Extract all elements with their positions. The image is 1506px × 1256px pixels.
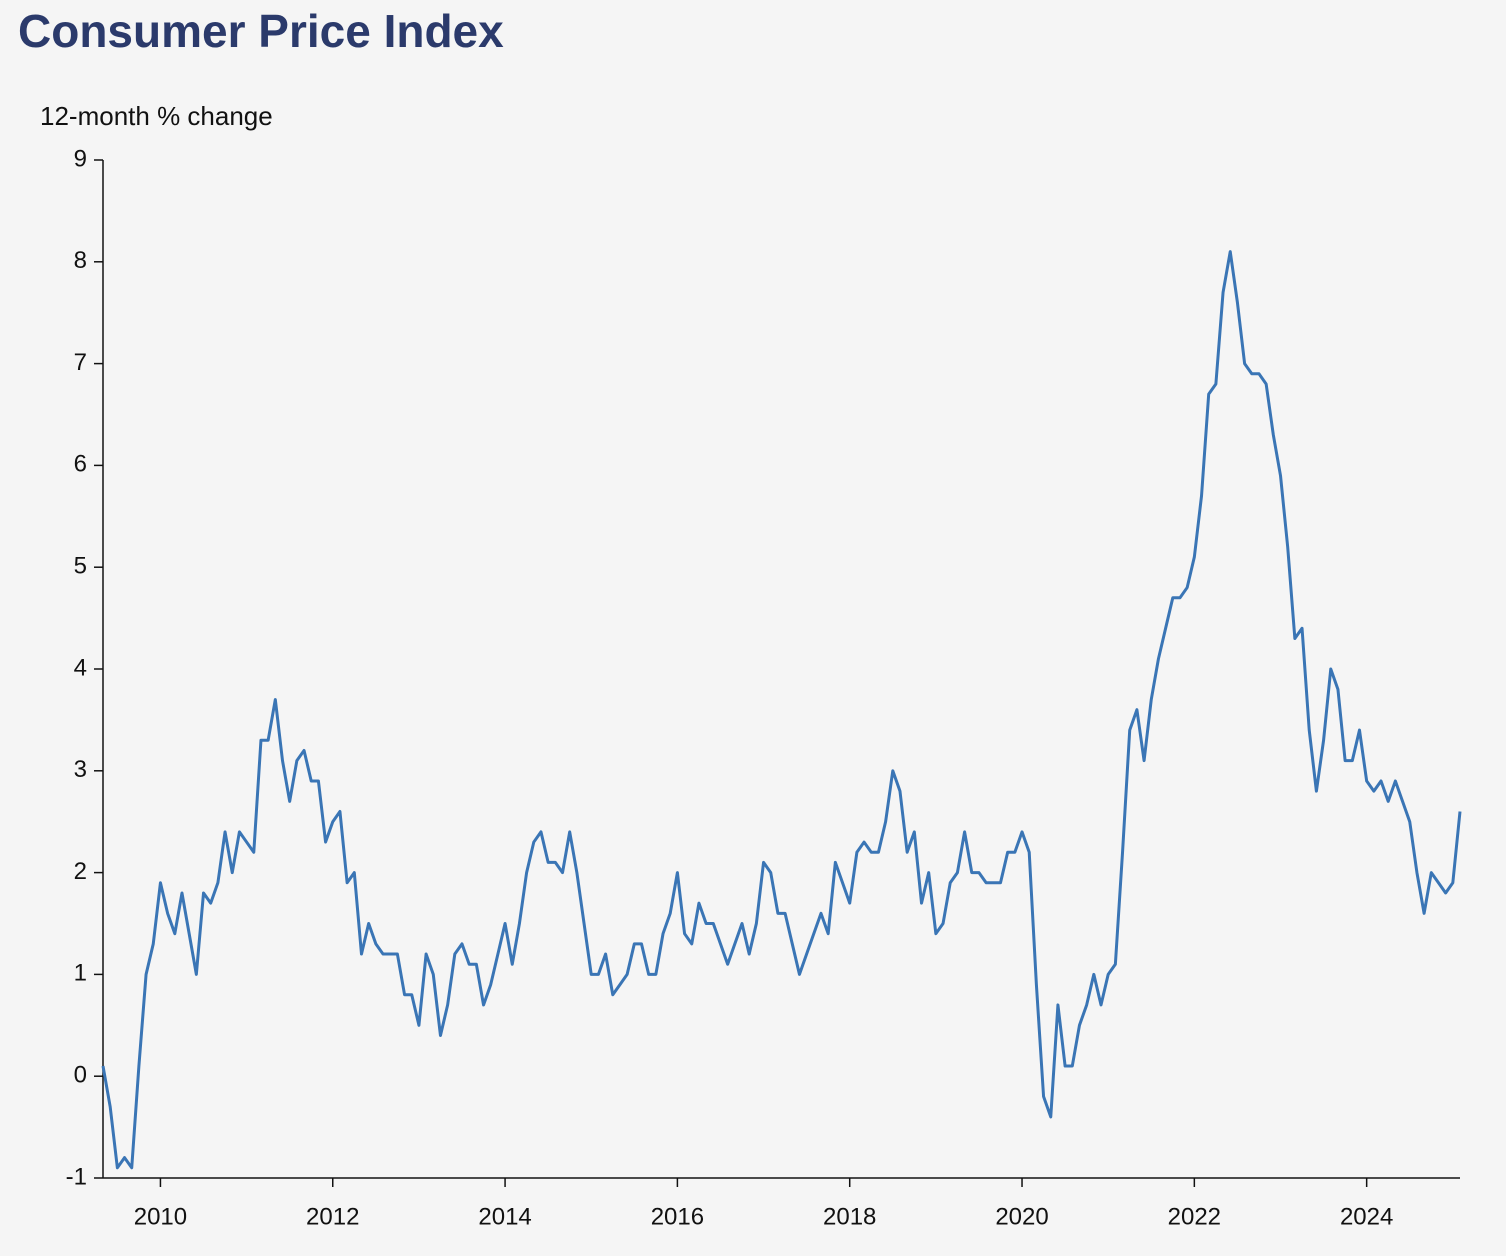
y-tick-label: 4 <box>74 654 87 681</box>
x-tick-label: 2016 <box>651 1203 704 1230</box>
y-tick-label: 1 <box>74 960 87 987</box>
x-tick-label: 2024 <box>1340 1203 1393 1230</box>
y-tick-label: 0 <box>74 1062 87 1089</box>
line <box>101 250 1462 1170</box>
chart-title: Consumer Price Index <box>18 5 504 57</box>
x-tick-label: 2020 <box>995 1203 1048 1230</box>
y-tick-label: 8 <box>74 247 87 274</box>
x-tick-label: 2022 <box>1168 1203 1221 1230</box>
y-tick-label: 3 <box>74 756 87 783</box>
y-tick-label: 7 <box>74 349 87 376</box>
y-tick-label: 5 <box>74 553 87 580</box>
y-tick-label: 2 <box>74 858 87 885</box>
x-tick-label: 2010 <box>134 1203 187 1230</box>
y-tick-label: 6 <box>74 451 87 478</box>
y-tick-label: -1 <box>66 1163 87 1190</box>
x-tick-label: 2018 <box>823 1203 876 1230</box>
y-axis-label: 12-month % change <box>40 101 273 131</box>
y-tick-label: 9 <box>74 145 87 172</box>
x-tick-label: 2012 <box>306 1203 359 1230</box>
x-tick-label: 2014 <box>478 1203 531 1230</box>
